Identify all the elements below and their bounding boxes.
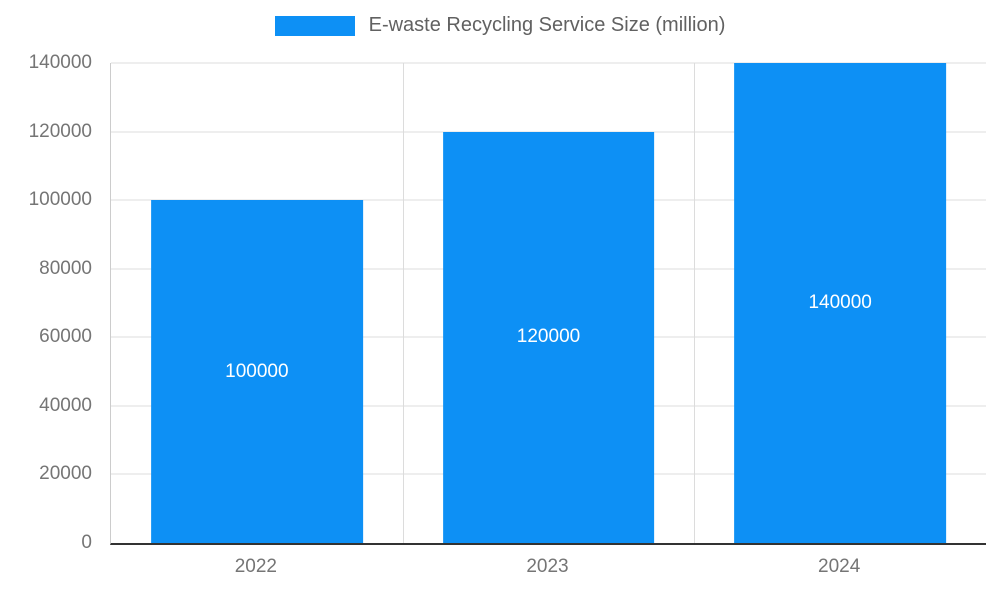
- bar-2022: 100000: [150, 200, 363, 543]
- v-gridline: [402, 63, 404, 543]
- v-gridline: [694, 63, 696, 543]
- x-axis: 2022 2023 2024: [110, 556, 985, 578]
- legend: E-waste Recycling Service Size (million): [0, 14, 1000, 37]
- y-tick-label: 40000: [39, 394, 92, 416]
- legend-swatch: [274, 15, 355, 36]
- bar-value-label: 140000: [808, 292, 872, 313]
- bar-2023: 120000: [442, 131, 655, 543]
- y-tick-label: 120000: [28, 120, 92, 142]
- legend-label: E-waste Recycling Service Size (million): [368, 14, 726, 36]
- plot-area: 100000 120000 140000: [110, 62, 986, 545]
- x-tick-label: 2023: [526, 556, 569, 577]
- y-tick-label: 60000: [39, 326, 92, 348]
- bar-2024: 140000: [734, 63, 947, 543]
- bar-value-label: 120000: [516, 326, 581, 348]
- y-tick-label: 20000: [39, 463, 92, 485]
- y-tick-label: 100000: [28, 189, 92, 211]
- h-gridline: [111, 62, 986, 64]
- x-tick-label: 2022: [234, 556, 277, 577]
- y-tick-label: 80000: [39, 257, 92, 279]
- y-tick-label: 140000: [28, 52, 92, 73]
- y-tick-label: 0: [81, 532, 92, 553]
- bar-value-label: 100000: [225, 360, 289, 382]
- x-tick-label: 2024: [818, 556, 861, 577]
- y-axis: 0 20000 40000 60000 80000 100000 120000 140000: [0, 52, 100, 553]
